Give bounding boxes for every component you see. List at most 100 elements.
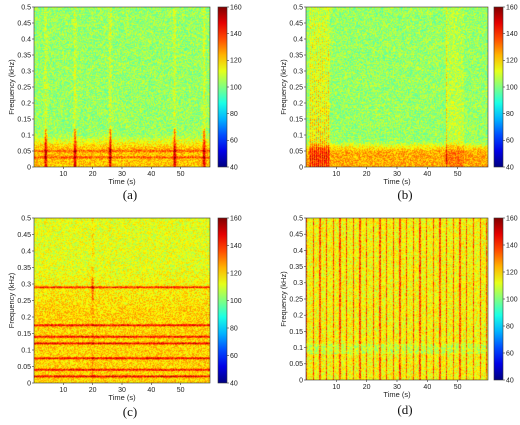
colorbar-tick-label: 100 (506, 296, 518, 303)
y-axis-label: Frequency (kHz) (279, 271, 288, 327)
y-tick-label: 0.25 (17, 84, 31, 91)
spectrogram-panel-2: 0 0.05 0.1 0.15 0.2 0.25 0.3 0.35 0.4 0.45 0.5 10 20… (279, 4, 518, 202)
x-tick-label: 40 (423, 384, 431, 391)
colorbar-tick-label: 80 (506, 111, 514, 118)
y-tick-label: 0.05 (17, 364, 31, 371)
colorbar-tick-label: 160 (230, 4, 242, 11)
y-tick-label: 0 (27, 164, 31, 171)
y-tick-label: 0.45 (289, 232, 303, 239)
x-tick-label: 30 (393, 171, 401, 178)
colorbar-tick-label: 80 (230, 325, 238, 332)
y-tick-label: 0.4 (293, 248, 303, 255)
y-tick-label: 0.15 (289, 116, 303, 123)
colorbar-tick-label: 60 (506, 350, 514, 357)
y-tick-label: 0.25 (17, 298, 31, 305)
y-tick-label: 0.4 (21, 36, 31, 43)
spectrogram-image (306, 218, 488, 380)
colorbar (217, 217, 228, 384)
x-tick-label: 30 (118, 387, 126, 394)
y-tick-label: 0.1 (21, 132, 31, 139)
spectrogram-panel-1: 0 0.05 0.1 0.15 0.2 0.25 0.3 0.35 0.4 0.45 0.5 10 20… (7, 4, 242, 202)
x-axis-label: Time (s) (383, 177, 411, 186)
x-tick-label: 40 (147, 387, 155, 394)
panel-caption: (b) (397, 187, 412, 202)
colorbar-tick-label: 100 (230, 298, 242, 305)
x-tick-label: 50 (177, 387, 185, 394)
colorbar-tick-label: 120 (506, 269, 518, 276)
colorbar-tick-label: 160 (506, 215, 518, 222)
x-tick-label: 10 (332, 171, 340, 178)
colorbar-tick-label: 80 (506, 323, 514, 330)
colorbar-tick-label: 120 (230, 270, 242, 277)
colorbar-tick-label: 140 (506, 31, 518, 38)
colorbar-tick-label: 160 (230, 215, 242, 222)
x-tick-label: 20 (363, 171, 371, 178)
x-axis-label: Time (s) (108, 177, 136, 186)
x-tick-label: 10 (332, 384, 340, 391)
y-tick-label: 0 (299, 164, 303, 171)
colorbar-tick-label: 160 (506, 4, 518, 11)
y-tick-label: 0.4 (21, 248, 31, 255)
y-tick-label: 0.45 (17, 20, 31, 27)
y-tick-label: 0.1 (21, 347, 31, 354)
x-tick-label: 20 (89, 171, 97, 178)
colorbar-tick-label: 40 (506, 377, 514, 384)
y-tick-label: 0 (27, 380, 31, 387)
colorbar (493, 6, 504, 168)
y-tick-label: 0.5 (21, 4, 31, 11)
panel-caption: (d) (397, 402, 412, 417)
colorbar-tick-label: 140 (230, 31, 242, 38)
colorbar-tick-label: 60 (506, 138, 514, 145)
y-tick-label: 0.05 (289, 148, 303, 155)
x-tick-label: 30 (118, 171, 126, 178)
colorbar-tick-label: 60 (230, 353, 238, 360)
y-tick-label: 0.15 (17, 331, 31, 338)
y-tick-label: 0.15 (289, 329, 303, 336)
y-axis-label: Frequency (kHz) (279, 59, 288, 115)
x-tick-label: 20 (363, 384, 371, 391)
y-tick-label: 0.3 (293, 280, 303, 287)
colorbar-tick-label: 120 (506, 58, 518, 65)
x-tick-label: 40 (147, 171, 155, 178)
spectrogram-image (306, 7, 488, 167)
y-tick-label: 0.1 (293, 345, 303, 352)
y-tick-label: 0.2 (21, 100, 31, 107)
y-tick-label: 0.3 (21, 68, 31, 75)
x-tick-label: 20 (89, 387, 97, 394)
y-tick-label: 0.3 (21, 281, 31, 288)
y-tick-label: 0.45 (289, 20, 303, 27)
y-axis-label: Frequency (kHz) (7, 272, 16, 328)
panel-caption: (a) (123, 187, 137, 202)
colorbar (217, 6, 228, 168)
y-tick-label: 0.1 (293, 132, 303, 139)
panel-caption: (c) (123, 404, 137, 419)
y-tick-label: 0.2 (293, 100, 303, 107)
y-tick-label: 0 (299, 377, 303, 384)
colorbar (493, 217, 504, 381)
x-tick-label: 50 (454, 171, 462, 178)
spectrogram-image (34, 218, 210, 383)
x-tick-label: 50 (177, 171, 185, 178)
colorbar-tick-label: 40 (506, 164, 514, 171)
y-tick-label: 0.05 (17, 148, 31, 155)
y-axis-label: Frequency (kHz) (7, 59, 16, 115)
y-tick-label: 0.5 (293, 215, 303, 222)
y-tick-label: 0.35 (289, 52, 303, 59)
x-tick-label: 10 (59, 387, 67, 394)
colorbar-tick-label: 40 (230, 380, 238, 387)
spectrogram-panel-3: 0 0.05 0.1 0.15 0.2 0.25 0.3 0.35 0.4 0.45 0.5 10 20… (7, 215, 242, 419)
y-tick-label: 0.3 (293, 68, 303, 75)
x-axis-label: Time (s) (383, 390, 411, 399)
colorbar-tick-label: 140 (230, 243, 242, 250)
colorbar-tick-label: 100 (230, 84, 242, 91)
x-tick-label: 40 (423, 171, 431, 178)
colorbar-tick-label: 80 (230, 111, 238, 118)
y-tick-label: 0.2 (293, 313, 303, 320)
y-tick-label: 0.5 (293, 4, 303, 11)
y-tick-label: 0.35 (289, 264, 303, 271)
y-tick-label: 0.45 (17, 232, 31, 239)
y-tick-label: 0.35 (17, 265, 31, 272)
x-tick-label: 50 (454, 384, 462, 391)
x-tick-label: 30 (393, 384, 401, 391)
